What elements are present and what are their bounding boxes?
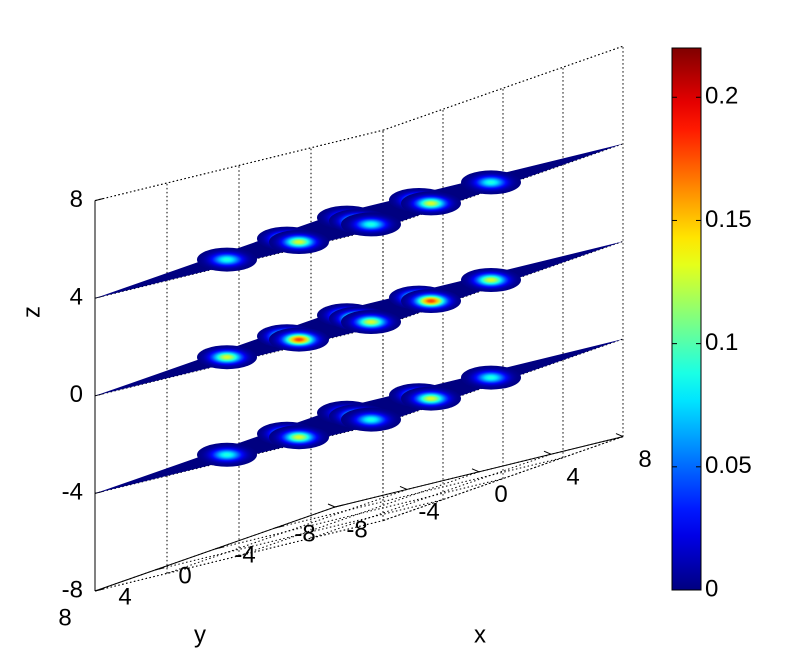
x-tick-label: -8	[346, 516, 367, 543]
peak	[197, 345, 257, 370]
peak	[461, 170, 521, 195]
y-tick	[274, 525, 284, 529]
y-tick-label: 0	[178, 562, 191, 589]
grid-line	[154, 499, 444, 571]
x-tick-label: -4	[418, 499, 439, 526]
peak	[401, 289, 461, 313]
z-tick-label: -8	[62, 576, 83, 603]
x-tick-label: 0	[494, 481, 507, 508]
peak	[197, 442, 257, 467]
peak	[461, 365, 521, 390]
peak	[401, 386, 461, 411]
peak	[401, 191, 461, 216]
y-tick-label: 4	[118, 583, 131, 610]
z-tick	[94, 198, 104, 202]
y-tick-label: -4	[234, 541, 255, 568]
z-axis-label: z	[18, 306, 45, 318]
peak	[269, 327, 329, 352]
x-tick	[615, 433, 624, 438]
x-tick	[471, 468, 480, 473]
peak	[461, 268, 521, 292]
z-tick-label: 4	[70, 284, 83, 311]
colorbar-tick-label: 0	[705, 575, 718, 602]
y-axis-label: y	[194, 621, 206, 648]
grid-line	[94, 520, 384, 592]
grid-line	[166, 488, 408, 574]
z-tick-label: 0	[70, 381, 83, 408]
y-tick	[214, 546, 224, 550]
y-tick	[334, 504, 344, 508]
grid-line	[214, 478, 504, 550]
peak	[341, 407, 401, 432]
colorbar-tick-label: 0.15	[705, 206, 752, 233]
peak	[341, 310, 401, 334]
peak	[269, 425, 329, 450]
peak	[197, 247, 257, 272]
z-tick-label: -4	[62, 479, 83, 506]
z-tick-label: 8	[70, 186, 83, 213]
y-tick	[94, 588, 104, 592]
x-tick	[543, 450, 552, 455]
colorbar	[671, 47, 702, 591]
peak	[269, 230, 329, 254]
x-tick	[327, 503, 336, 508]
y-tick-label: -8	[294, 520, 315, 547]
y-tick-label: 8	[58, 604, 71, 631]
colorbar-tick-label: 0.2	[705, 83, 738, 110]
peak	[341, 212, 401, 237]
x-axis-label: x	[474, 621, 486, 648]
colorbar-tick-label: 0.05	[705, 452, 752, 479]
colorbar-tick-label: 0.1	[705, 329, 738, 356]
x-tick	[399, 485, 408, 490]
x-tick-label: 8	[638, 446, 651, 473]
y-tick	[154, 567, 164, 571]
grid-line	[94, 129, 384, 202]
grid-line	[274, 457, 564, 529]
x-tick-label: 4	[566, 464, 579, 491]
